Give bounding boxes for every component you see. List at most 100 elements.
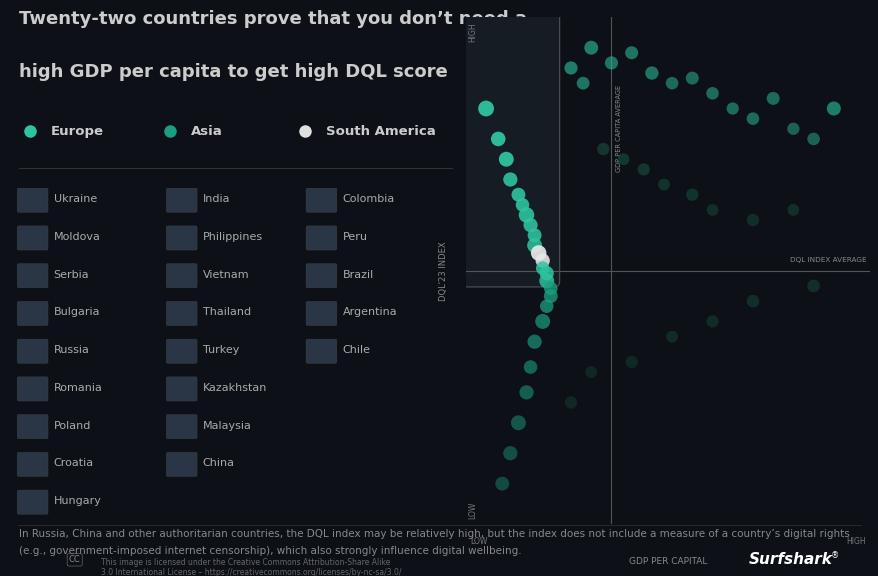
Point — [539, 276, 553, 286]
Text: In Russia, China and other authoritarian countries, the DQL index may be relativ: In Russia, China and other authoritarian… — [19, 529, 849, 539]
Point — [745, 215, 759, 225]
Text: Thailand: Thailand — [203, 308, 250, 317]
Text: high GDP per capita to get high DQL score: high GDP per capita to get high DQL scor… — [18, 63, 447, 81]
Text: DQL'23 INDEX: DQL'23 INDEX — [439, 241, 448, 301]
Point — [685, 190, 699, 199]
Text: Moldova: Moldova — [54, 232, 100, 242]
Point — [511, 418, 525, 427]
Point — [685, 74, 699, 83]
Text: Philippines: Philippines — [203, 232, 263, 242]
FancyBboxPatch shape — [306, 339, 336, 363]
Text: India: India — [203, 194, 230, 204]
Point — [543, 291, 558, 301]
FancyBboxPatch shape — [18, 188, 48, 213]
Point — [527, 230, 541, 240]
Text: Asia: Asia — [191, 124, 222, 138]
FancyBboxPatch shape — [460, 1, 559, 287]
Point — [531, 248, 545, 257]
Text: Turkey: Turkey — [203, 345, 239, 355]
Text: Vietnam: Vietnam — [203, 270, 249, 280]
FancyBboxPatch shape — [166, 377, 197, 401]
Text: ®: ® — [830, 551, 838, 560]
FancyBboxPatch shape — [18, 452, 48, 476]
Point — [539, 268, 553, 278]
Point — [503, 175, 517, 184]
Point — [636, 165, 650, 174]
Point — [806, 281, 820, 290]
Text: (e.g., government-imposed internet censorship), which also strongly influence di: (e.g., government-imposed internet censo… — [19, 546, 522, 556]
Point — [615, 154, 630, 164]
Text: Serbia: Serbia — [54, 270, 89, 280]
Point — [491, 134, 505, 143]
Point — [624, 48, 638, 58]
Point — [503, 449, 517, 458]
FancyBboxPatch shape — [18, 377, 48, 401]
FancyBboxPatch shape — [306, 226, 336, 250]
Point — [604, 58, 618, 67]
Point — [584, 367, 598, 377]
FancyBboxPatch shape — [166, 188, 197, 213]
Point — [826, 104, 840, 113]
FancyBboxPatch shape — [18, 301, 48, 325]
Text: Europe: Europe — [51, 124, 104, 138]
Text: Russia: Russia — [54, 345, 90, 355]
Text: Croatia: Croatia — [54, 458, 94, 468]
Point — [725, 104, 739, 113]
Point — [523, 221, 537, 230]
Text: HIGH: HIGH — [846, 537, 865, 546]
Text: GDP PER CAPITA AVERAGE: GDP PER CAPITA AVERAGE — [615, 85, 622, 172]
Point — [494, 479, 508, 488]
FancyBboxPatch shape — [166, 415, 197, 439]
Point — [705, 89, 719, 98]
Text: Ukraine: Ukraine — [54, 194, 97, 204]
Point — [644, 69, 658, 78]
FancyBboxPatch shape — [18, 339, 48, 363]
Point — [515, 200, 529, 210]
Text: Surfshark: Surfshark — [748, 552, 832, 567]
Text: Hungary: Hungary — [54, 496, 101, 506]
FancyBboxPatch shape — [166, 226, 197, 250]
FancyBboxPatch shape — [18, 226, 48, 250]
Point — [766, 94, 780, 103]
Point — [564, 63, 578, 73]
Point — [665, 332, 679, 341]
Text: GDP PER CAPITAL: GDP PER CAPITAL — [628, 557, 707, 566]
Text: Colombia: Colombia — [342, 194, 394, 204]
Point — [479, 104, 493, 113]
Text: Kazakhstan: Kazakhstan — [203, 383, 267, 393]
Point — [806, 134, 820, 143]
Text: South America: South America — [326, 124, 435, 138]
FancyBboxPatch shape — [166, 339, 197, 363]
Text: Chile: Chile — [342, 345, 370, 355]
Text: Twenty-two countries prove that you don’t need a: Twenty-two countries prove that you don’… — [18, 10, 526, 28]
Point — [543, 284, 558, 293]
FancyBboxPatch shape — [18, 415, 48, 439]
Text: Brazil: Brazil — [342, 270, 373, 280]
Text: Poland: Poland — [54, 420, 90, 431]
Point — [705, 317, 719, 326]
Text: China: China — [203, 458, 234, 468]
FancyBboxPatch shape — [166, 264, 197, 288]
Text: 3.0 International License – https://creativecommons.org/licenses/by-nc-sa/3.0/: 3.0 International License – https://crea… — [101, 568, 401, 576]
Point — [575, 78, 589, 88]
Point — [499, 154, 513, 164]
Point — [527, 337, 541, 346]
Point — [665, 78, 679, 88]
Text: DQL INDEX AVERAGE: DQL INDEX AVERAGE — [788, 257, 865, 263]
FancyBboxPatch shape — [306, 188, 336, 213]
Text: Argentina: Argentina — [342, 308, 397, 317]
FancyBboxPatch shape — [166, 301, 197, 325]
Point — [595, 145, 609, 154]
Text: CC: CC — [68, 555, 81, 564]
FancyBboxPatch shape — [18, 490, 48, 514]
Point — [745, 297, 759, 306]
Point — [527, 241, 541, 250]
Point — [511, 190, 525, 199]
Text: Malaysia: Malaysia — [203, 420, 251, 431]
Point — [535, 256, 549, 265]
Point — [745, 114, 759, 123]
Text: Bulgaria: Bulgaria — [54, 308, 100, 317]
FancyBboxPatch shape — [306, 301, 336, 325]
Point — [539, 302, 553, 311]
Point — [584, 43, 598, 52]
